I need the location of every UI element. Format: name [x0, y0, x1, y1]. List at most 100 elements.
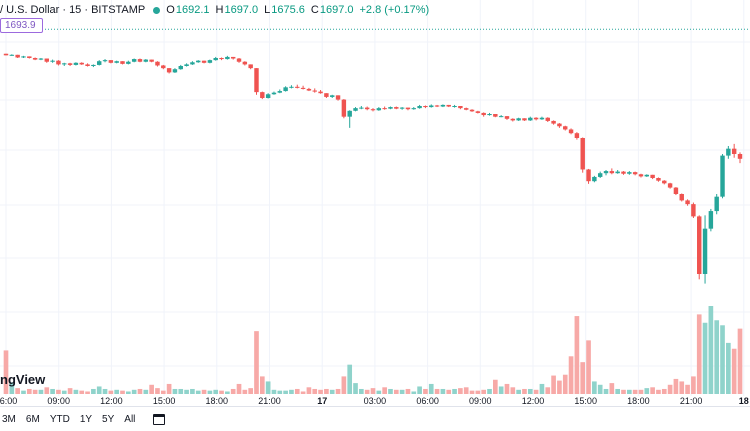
symbol-title[interactable]: / U.S. Dollar · 15 · BITSTAMP: [0, 4, 146, 16]
candle: [691, 202, 696, 218]
candle-body: [137, 59, 143, 62]
volume-bar: [155, 388, 160, 394]
range-5y-button[interactable]: 5Y: [102, 413, 115, 425]
candle: [15, 54, 20, 58]
candle: [120, 61, 125, 65]
candle-body: [475, 111, 481, 113]
candle-body: [225, 56, 230, 60]
candle: [32, 57, 38, 61]
candle: [487, 112, 492, 116]
volume-bar: [137, 388, 143, 394]
candle: [574, 132, 580, 140]
volume-bar: [102, 388, 108, 394]
chart-area[interactable]: 06:00 09:00 12:00 15:00 18:00 21:00 17 03:00 06:…: [0, 0, 750, 406]
volume-bar: [195, 390, 201, 394]
candlestick-chart[interactable]: 06:00 09:00 12:00 15:00 18:00 21:00 17 03:00 06:…: [0, 0, 750, 406]
x-tick-label: 06:00: [416, 396, 439, 406]
candle: [405, 107, 411, 111]
candle-body: [720, 155, 725, 197]
volume-bar: [533, 389, 539, 394]
volume-bar: [289, 389, 294, 394]
candle-body: [207, 60, 213, 63]
candle: [557, 123, 562, 128]
volume-bar: [481, 389, 487, 394]
candle: [481, 112, 486, 117]
candle-body: [219, 58, 224, 60]
volume-bar: [702, 322, 708, 394]
candle: [225, 55, 230, 60]
candle-body: [522, 118, 527, 121]
candle-body: [15, 54, 20, 58]
open-label: O: [166, 4, 175, 16]
volume-bar: [207, 390, 213, 394]
candle-body: [236, 58, 242, 62]
candle-body: [726, 148, 731, 156]
candle: [592, 175, 597, 183]
candle: [597, 171, 603, 178]
candle-body: [662, 180, 667, 184]
volume-bar: [393, 389, 399, 394]
candle-body: [405, 107, 411, 110]
volume-bar: [463, 387, 469, 394]
candle: [230, 56, 236, 60]
candle: [563, 125, 568, 131]
candle: [277, 89, 283, 94]
volume-bar: [225, 391, 230, 394]
candle-body: [79, 62, 84, 65]
candle-body: [50, 60, 55, 62]
candle-body: [411, 108, 416, 110]
range-6m-button[interactable]: 6M: [25, 413, 40, 425]
candle: [300, 85, 306, 90]
volume-bar: [73, 389, 79, 394]
volume-bar: [434, 388, 440, 394]
volume-bar: [510, 387, 516, 394]
volume-bar: [120, 390, 125, 394]
candle: [347, 110, 352, 128]
candle: [551, 120, 556, 125]
candle: [463, 107, 469, 111]
candle-body: [516, 118, 521, 121]
candle-body: [493, 114, 498, 117]
candle-body: [353, 108, 358, 111]
candle: [96, 60, 102, 66]
high-value: 1697.0: [224, 4, 259, 16]
volume-bar: [335, 388, 341, 394]
volume-bar: [440, 388, 446, 394]
candle: [376, 107, 382, 111]
candle: [85, 63, 90, 67]
candle: [702, 215, 708, 284]
volume-bar: [708, 306, 714, 394]
candle: [271, 91, 277, 95]
candle: [3, 53, 9, 56]
candle: [673, 187, 679, 196]
volume-bar: [551, 375, 556, 394]
volume-bar: [259, 376, 265, 394]
calendar-icon[interactable]: [153, 413, 166, 425]
candle-body: [172, 69, 178, 73]
candle: [423, 105, 428, 109]
range-toolbar: 3M 6M YTD 1Y 5Y All: [0, 406, 750, 431]
candle: [662, 180, 667, 185]
x-tick-label: 18:00: [627, 396, 650, 406]
volume-bar: [568, 356, 574, 394]
candle-body: [434, 105, 440, 107]
range-ytd-button[interactable]: YTD: [49, 413, 70, 425]
volume-bar: [38, 389, 44, 394]
candle-body: [330, 95, 335, 97]
volume-bar: [79, 390, 85, 394]
volume-bar: [26, 388, 32, 394]
volume-bar: [201, 389, 207, 394]
range-3m-button[interactable]: 3M: [2, 413, 16, 425]
candle: [254, 68, 259, 95]
candle-body: [62, 63, 67, 65]
volume-bar: [50, 388, 55, 394]
volume-bar: [504, 383, 510, 394]
volume-bar: [370, 388, 376, 394]
range-1y-button[interactable]: 1Y: [79, 413, 93, 425]
candle-body: [551, 120, 556, 124]
volume-bar: [108, 390, 114, 394]
volume-bar: [9, 382, 15, 394]
candle-body: [481, 112, 486, 116]
volume-bar: [382, 387, 387, 394]
range-all-button[interactable]: All: [124, 413, 136, 425]
